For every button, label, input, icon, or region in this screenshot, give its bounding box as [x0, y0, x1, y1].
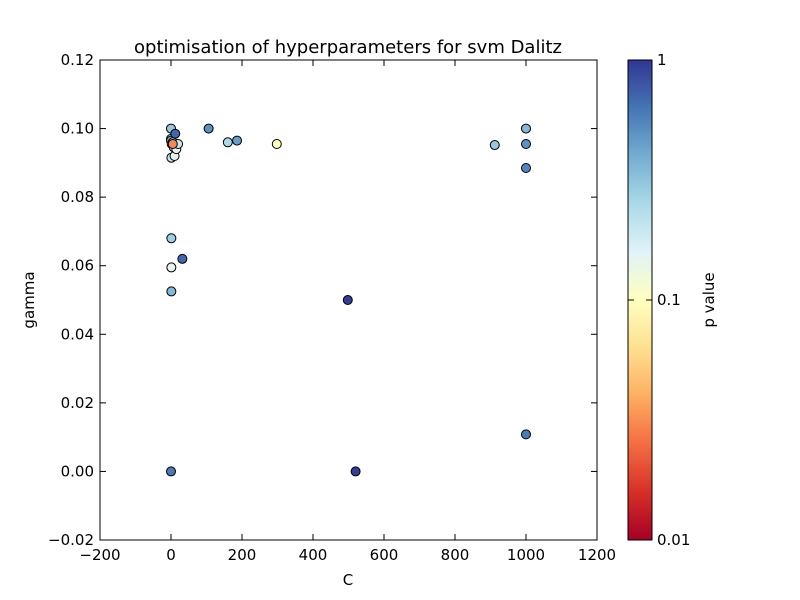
- x-tick-label: 600: [370, 546, 399, 564]
- y-tick-label: 0.10: [61, 120, 94, 138]
- scatter-point: [170, 128, 181, 139]
- chart-title: optimisation of hyperparameters for svm …: [134, 37, 562, 58]
- scatter-point: [521, 123, 531, 134]
- y-tick-label: 0.00: [61, 462, 94, 480]
- y-tick-label: 0.08: [61, 188, 94, 206]
- x-tick-label: 400: [299, 546, 328, 564]
- scatter-point: [521, 429, 531, 440]
- scatter-point: [166, 262, 177, 273]
- x-tick-label: −200: [79, 546, 120, 564]
- y-axis-label: gamma: [20, 271, 38, 328]
- x-tick-label: 800: [441, 546, 470, 564]
- colorbar: 0.01 0.1 1 p value: [627, 51, 718, 549]
- scatter-point: [166, 466, 176, 477]
- scatter-point: [232, 135, 243, 146]
- x-tick-label: 1200: [578, 546, 616, 564]
- scatter-point: [350, 466, 361, 477]
- scatter-point: [203, 123, 214, 134]
- scatter-point: [167, 139, 178, 149]
- y-tick-label: 0.02: [61, 394, 94, 412]
- scatter-point: [166, 286, 177, 297]
- x-tick-label: 0: [166, 546, 176, 564]
- scatter-point: [177, 253, 188, 264]
- scatter-point: [489, 140, 500, 151]
- scatter-point: [521, 163, 531, 173]
- colorbar-tick-label: 0.1: [657, 291, 681, 309]
- x-axis: −200 0 200 400 600 800 1000 1200: [79, 60, 616, 564]
- colorbar-tick-label: 0.01: [657, 531, 690, 549]
- x-tick-label: 200: [228, 546, 257, 564]
- colorbar-tick-label: 1: [657, 51, 667, 69]
- colorbar-ticks: 0.01 0.1 1: [628, 51, 690, 549]
- y-tick-label: 0.06: [61, 257, 94, 275]
- scatter-point: [222, 137, 233, 148]
- y-tick-label: 0.12: [61, 51, 94, 69]
- y-axis: −0.02 0.00 0.02 0.04 0.06 0.08 0.10 0.12: [48, 51, 597, 549]
- x-axis-label: C: [343, 571, 353, 589]
- y-tick-label: 0.04: [61, 325, 94, 343]
- colorbar-label: p value: [700, 272, 718, 327]
- y-tick-label: −0.02: [48, 531, 94, 549]
- scatter-point: [521, 139, 531, 149]
- plot-area: −200 0 200 400 600 800 1000 1200 −0.02 0.00 0.02 0…: [48, 51, 616, 564]
- scatter-points: [166, 123, 531, 477]
- scatter-point: [271, 139, 282, 149]
- scatter-point: [342, 295, 353, 305]
- scatter-point: [166, 233, 177, 244]
- x-tick-label: 1000: [507, 546, 545, 564]
